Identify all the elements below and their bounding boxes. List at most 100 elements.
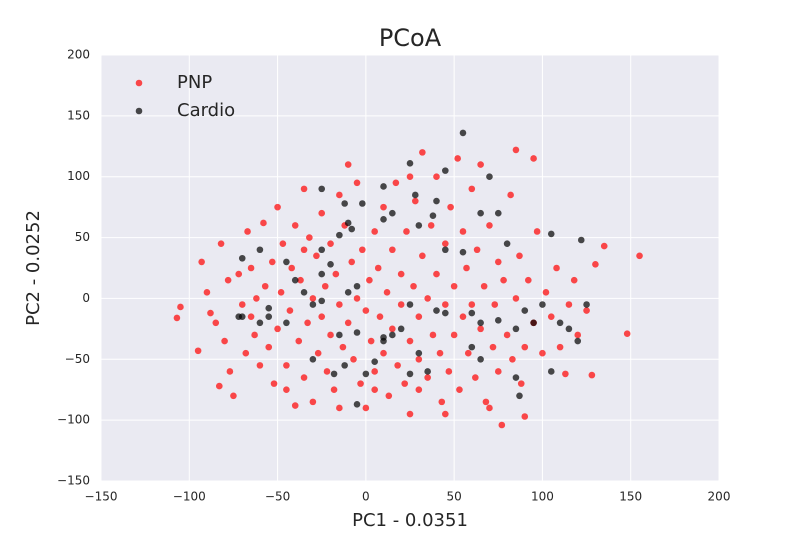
point <box>447 203 454 211</box>
point <box>477 209 484 217</box>
points <box>173 129 643 429</box>
point <box>468 309 476 317</box>
point <box>339 343 347 351</box>
chart-title: PCoA <box>379 24 442 52</box>
point <box>547 368 555 375</box>
point <box>380 203 387 211</box>
point <box>217 240 225 247</box>
point <box>367 337 375 345</box>
point <box>357 380 364 387</box>
point <box>283 258 290 266</box>
x-tick-label: 150 <box>619 490 642 504</box>
point <box>173 314 181 322</box>
point <box>389 246 396 254</box>
point <box>468 301 476 308</box>
point <box>226 368 234 375</box>
point <box>348 225 356 233</box>
point <box>406 370 414 378</box>
point <box>530 155 537 162</box>
point <box>507 191 514 199</box>
point <box>291 276 299 284</box>
point <box>583 307 590 314</box>
point <box>494 258 502 266</box>
point <box>556 319 564 327</box>
x-tick-label: −100 <box>173 490 206 504</box>
point <box>261 282 269 290</box>
point <box>318 185 326 193</box>
point <box>362 404 370 412</box>
point <box>291 402 299 409</box>
point <box>636 252 643 260</box>
point <box>306 234 313 241</box>
point <box>442 410 449 418</box>
point <box>397 270 405 278</box>
legend-label: Cardio <box>177 100 235 121</box>
point <box>429 331 437 339</box>
point <box>300 374 308 381</box>
point <box>207 309 214 317</box>
point <box>583 301 590 308</box>
point <box>344 319 352 327</box>
point <box>318 246 326 254</box>
point <box>565 301 573 308</box>
point <box>486 404 493 412</box>
point <box>468 185 476 193</box>
point <box>353 282 361 290</box>
point <box>341 200 348 207</box>
point <box>463 264 470 272</box>
point <box>415 349 423 357</box>
point <box>498 421 506 429</box>
point <box>380 349 387 357</box>
point <box>318 209 326 217</box>
point <box>512 146 520 154</box>
point <box>592 261 599 268</box>
point <box>512 325 520 333</box>
point <box>406 410 414 418</box>
point <box>456 386 463 394</box>
point <box>442 240 449 247</box>
point <box>344 161 352 168</box>
point <box>494 317 502 324</box>
x-tick-label: −50 <box>265 490 290 504</box>
point <box>198 258 205 266</box>
point <box>318 313 326 320</box>
legend-label: PNP <box>177 72 212 93</box>
point <box>433 270 440 278</box>
point <box>309 355 317 363</box>
point <box>253 295 260 302</box>
point <box>516 252 523 260</box>
y-tick-label: 150 <box>67 108 90 122</box>
point <box>411 197 419 205</box>
point <box>256 246 264 254</box>
y-tick-label: 50 <box>75 230 90 244</box>
point <box>385 392 393 400</box>
point <box>424 368 431 375</box>
point <box>268 258 276 266</box>
point <box>547 313 555 320</box>
point <box>366 276 373 284</box>
point <box>283 319 290 327</box>
x-tick-label: 100 <box>531 490 554 504</box>
point <box>283 386 290 394</box>
point <box>570 276 578 284</box>
point <box>459 248 467 256</box>
point <box>429 212 437 219</box>
point <box>486 222 493 229</box>
point <box>336 404 343 412</box>
point <box>494 209 502 217</box>
point <box>401 380 409 387</box>
point <box>304 319 311 327</box>
point <box>486 173 493 181</box>
point <box>406 160 414 167</box>
point <box>406 337 414 345</box>
point <box>574 337 582 345</box>
point <box>415 355 423 363</box>
point <box>300 246 308 254</box>
point <box>397 301 405 308</box>
point <box>411 191 419 199</box>
point <box>574 331 582 339</box>
point <box>539 301 546 308</box>
x-tick-label: 50 <box>447 490 462 504</box>
plot-background <box>101 55 719 481</box>
point <box>389 331 396 339</box>
